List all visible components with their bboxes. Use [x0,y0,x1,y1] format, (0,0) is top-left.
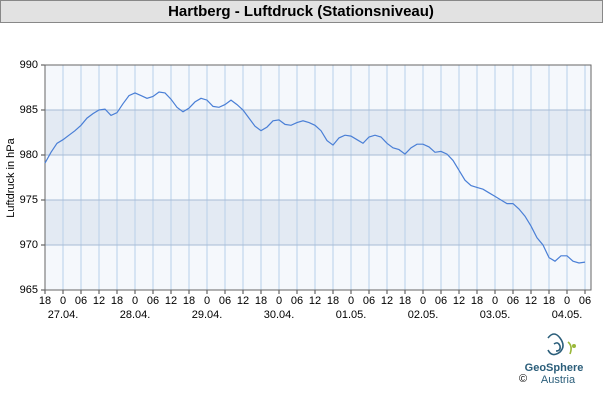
grid-band [45,200,591,245]
y-tick-label: 980 [20,149,38,161]
x-tick-label: 0 [60,295,66,307]
y-axis-label: Luftdruck in hPa [5,137,17,217]
x-tick-label: 18 [399,295,411,307]
grid-band [45,110,591,155]
date-label: 30.04. [264,309,295,321]
brand: GeoSphere [525,362,584,374]
date-label: 29.04. [192,309,223,321]
x-tick-label: 06 [291,295,303,307]
brand-country: Austria [541,374,576,386]
y-tick-label: 975 [20,194,38,206]
x-tick-label: 0 [204,295,210,307]
x-tick-label: 06 [435,295,447,307]
date-label: 27.04. [48,309,79,321]
x-tick-label: 12 [237,295,249,307]
logo [547,333,576,356]
x-tick-label: 12 [453,295,465,307]
x-tick-label: 06 [363,295,375,307]
x-tick-label: 18 [327,295,339,307]
x-tick-label: 18 [111,295,123,307]
date-label: 02.05. [408,309,439,321]
chart-title: Hartberg - Luftdruck (Stationsniveau) [168,3,434,20]
x-tick-label: 0 [276,295,282,307]
x-tick-label: 06 [507,295,519,307]
y-tick-label: 985 [20,104,38,116]
x-tick-label: 12 [93,295,105,307]
x-tick-label: 12 [309,295,321,307]
copyright: © [519,373,527,385]
x-tick-label: 0 [348,295,354,307]
plot-frame [44,64,592,291]
date-label: 28.04. [120,309,151,321]
x-tick-label: 18 [543,295,555,307]
y-tick-label: 970 [20,239,38,251]
y-tick-label: 965 [20,284,38,296]
x-tick-label: 18 [255,295,267,307]
x-tick-label: 18 [471,295,483,307]
x-tick-label: 06 [147,295,159,307]
x-tick-label: 0 [564,295,570,307]
x-tick-label: 12 [165,295,177,307]
date-label: 04.05. [552,309,583,321]
date-label: 03.05. [480,309,511,321]
x-tick-label: 12 [525,295,537,307]
x-tick-label: 18 [39,295,51,307]
x-tick-label: 06 [219,295,231,307]
x-tick-label: 06 [75,295,87,307]
x-tick-label: 18 [183,295,195,307]
x-tick-label: 0 [132,295,138,307]
plot-background [45,65,591,290]
date-label: 01.05. [336,309,367,321]
x-tick-label: 0 [492,295,498,307]
data-line [44,91,586,264]
x-tick-label: 12 [381,295,393,307]
y-tick-label: 990 [20,59,38,71]
x-tick-label: 06 [579,295,591,307]
x-tick-label: 0 [420,295,426,307]
